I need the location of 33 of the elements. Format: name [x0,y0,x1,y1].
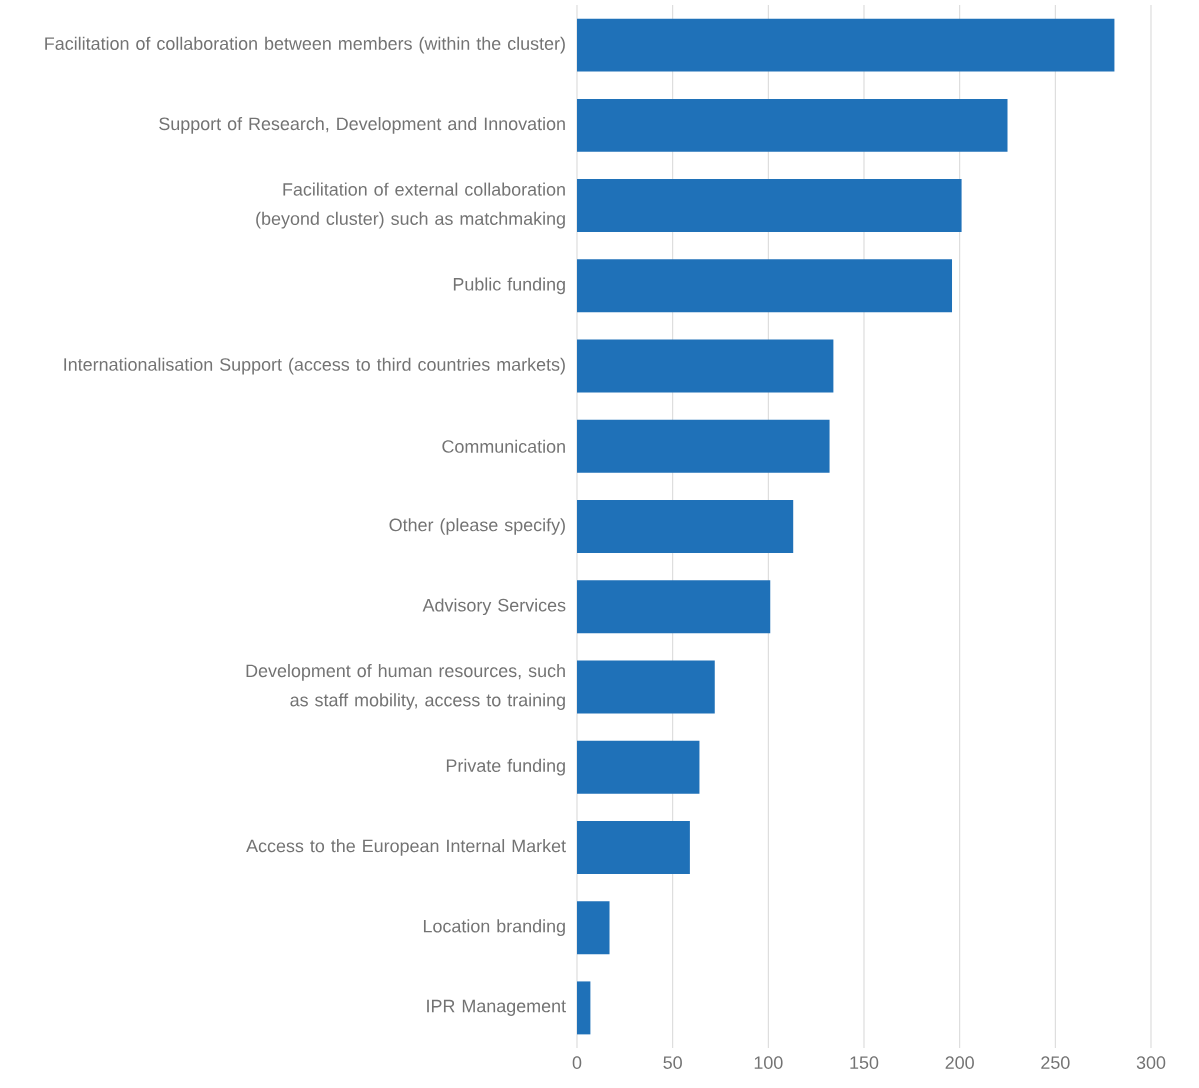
x-tick-label: 300 [1136,1056,1166,1069]
x-tick-label: 100 [754,1056,783,1069]
y-tick-label: Internationalisation Support (access to third countries markets) [64,357,565,375]
y-tick-label: Location branding [423,919,565,937]
bar [577,981,591,1035]
x-tick-label: 0 [572,1056,582,1069]
bar [577,660,715,714]
x-tick-label: 150 [850,1056,879,1069]
y-tick-label: Development of human resources, such as staff mobility, access to training [246,664,565,710]
y-tick-label: Other (please specify) [389,518,565,535]
x-tick-label: 200 [945,1056,974,1069]
y-tick-label: Private funding [446,758,565,776]
y-tick-label: Access to the European Internal Market [246,839,566,856]
bar [577,901,610,955]
bar [577,18,1115,72]
y-tick-label: Support of Research, Development and Innovation [159,116,565,134]
bar [577,419,830,473]
y-tick-label: Public funding [453,277,565,295]
bar [577,740,700,794]
bar [577,339,834,393]
y-tick-label: Communication [442,439,565,453]
bar [577,179,962,233]
x-tick-label: 250 [1041,1056,1070,1069]
y-tick-label: Facilitation of external collaboration (beyond cluster) such as matchmaking [256,182,565,229]
bar [577,98,1008,152]
bar [577,580,771,634]
bar [577,259,953,313]
y-tick-label: IPR Management [427,999,566,1016]
y-tick-label: Advisory Services [422,598,566,616]
bar [577,500,794,553]
y-tick-label: Facilitation of collaboration between members (within the cluster) [45,36,565,54]
x-tick-label: 50 [663,1056,682,1069]
bar [577,820,690,874]
